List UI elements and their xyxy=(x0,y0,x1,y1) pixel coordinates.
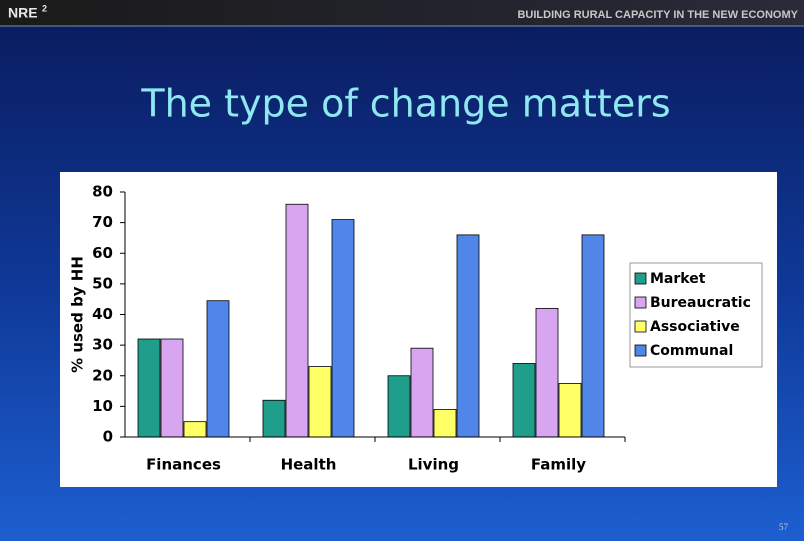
bar xyxy=(331,219,355,438)
y-tick-label: 80 xyxy=(92,183,113,201)
legend-label: Bureaucratic xyxy=(650,295,751,311)
y-tick-label: 30 xyxy=(92,336,113,354)
x-tick-label: Living xyxy=(408,456,459,474)
page-number: 57 xyxy=(779,522,789,532)
bar xyxy=(410,347,434,438)
y-tick-label: 0 xyxy=(103,428,113,446)
bar xyxy=(581,234,605,438)
bar xyxy=(262,399,286,438)
slide-title: The type of change matters xyxy=(140,82,670,126)
y-tick-label: 70 xyxy=(92,213,113,231)
logo: NRE xyxy=(8,5,38,21)
bar xyxy=(206,300,230,438)
legend-swatch xyxy=(634,344,647,357)
y-tick-label: 40 xyxy=(92,305,113,323)
legend-swatch xyxy=(634,272,647,285)
bar xyxy=(160,338,184,438)
chart: 0 10 20 30 40 50 60 70 80 Finances Health Living Fam… xyxy=(69,183,763,474)
bar xyxy=(456,234,480,438)
legend-swatch xyxy=(634,320,647,333)
bar xyxy=(308,366,332,438)
bar xyxy=(183,421,207,438)
header-bar xyxy=(0,0,804,26)
bar xyxy=(535,307,559,438)
legend-box xyxy=(629,262,763,368)
bar xyxy=(285,203,309,438)
legend-label: Associative xyxy=(650,319,740,335)
legend-label: Market xyxy=(650,271,706,287)
x-tick-label: Family xyxy=(531,456,586,474)
bar xyxy=(512,363,536,438)
bar xyxy=(137,338,161,438)
legend-label: Communal xyxy=(650,343,733,359)
logo-superscript: 2 xyxy=(42,3,47,13)
bar xyxy=(558,383,582,438)
y-tick-label: 10 xyxy=(92,397,113,415)
tagline: BUILDING RURAL CAPACITY IN THE NEW ECONO… xyxy=(517,9,798,21)
x-tick-label: Finances xyxy=(146,456,221,474)
y-tick-label: 60 xyxy=(92,244,113,262)
y-axis-label: % used by HH xyxy=(69,256,87,373)
y-tick-label: 50 xyxy=(92,274,113,292)
bar xyxy=(433,409,457,438)
x-tick-label: Health xyxy=(281,456,337,474)
y-tick-label: 20 xyxy=(92,366,113,384)
legend-swatch xyxy=(634,296,647,309)
bar xyxy=(387,375,411,438)
